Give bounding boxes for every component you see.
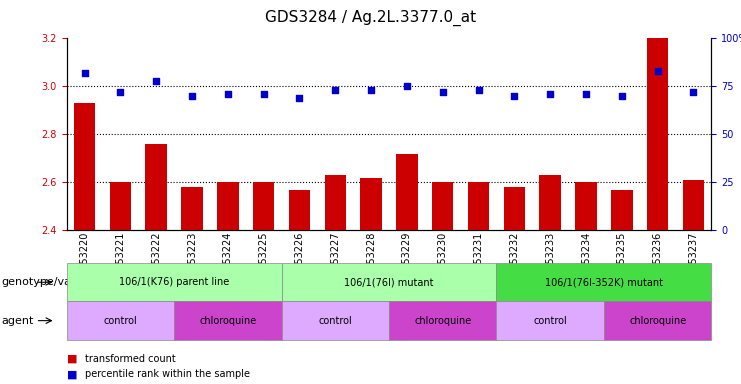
Bar [504,187,525,230]
Bar [217,182,239,230]
Bar [74,103,96,230]
Text: 106/1(K76) parent line: 106/1(K76) parent line [119,277,229,287]
Bar [360,177,382,230]
Point [186,93,198,99]
Text: genotype/variation: genotype/variation [1,277,107,287]
Bar [289,190,310,230]
Point [258,91,270,97]
Point [437,89,449,95]
Point [79,70,90,76]
Point [545,91,556,97]
Bar [182,187,203,230]
Bar [611,190,633,230]
Bar [468,182,489,230]
Bar [110,182,131,230]
Text: chloroquine: chloroquine [414,316,471,326]
Text: ■: ■ [67,354,77,364]
Point [365,87,377,93]
Bar [575,182,597,230]
Bar [253,182,274,230]
Point [222,91,234,97]
Bar [432,182,453,230]
Point [114,89,126,95]
Point [652,68,664,74]
Point [616,93,628,99]
Point [473,87,485,93]
Bar [647,38,668,230]
Text: chloroquine: chloroquine [199,316,256,326]
Text: chloroquine: chloroquine [629,316,686,326]
Text: GDS3284 / Ag.2L.3377.0_at: GDS3284 / Ag.2L.3377.0_at [265,10,476,26]
Bar [682,180,704,230]
Text: control: control [534,316,567,326]
Point [401,83,413,89]
Text: ■: ■ [67,369,77,379]
Text: 106/1(76I) mutant: 106/1(76I) mutant [345,277,433,287]
Text: control: control [319,316,352,326]
Point [580,91,592,97]
Point [508,93,520,99]
Text: agent: agent [1,316,34,326]
Text: transformed count: transformed count [85,354,176,364]
Point [688,89,700,95]
Text: control: control [104,316,137,326]
Text: 106/1(76I-352K) mutant: 106/1(76I-352K) mutant [545,277,663,287]
Bar [539,175,561,230]
Point [150,78,162,84]
Bar [325,175,346,230]
Point [293,95,305,101]
Bar [396,154,418,230]
Bar [145,144,167,230]
Text: percentile rank within the sample: percentile rank within the sample [85,369,250,379]
Point [329,87,341,93]
